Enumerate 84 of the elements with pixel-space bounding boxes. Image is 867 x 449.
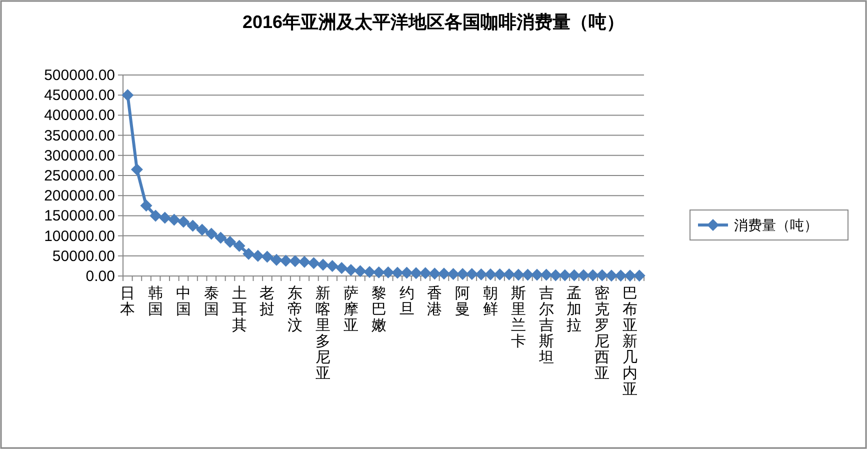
y-tick-label: 0.00	[86, 268, 115, 285]
point	[130, 163, 143, 176]
point	[438, 268, 450, 280]
point	[326, 260, 338, 272]
point	[233, 240, 246, 252]
point	[150, 210, 162, 222]
legend-label: 消费量（吨）	[734, 218, 818, 234]
point	[354, 265, 366, 278]
point	[568, 269, 580, 282]
point	[614, 270, 627, 282]
x-tick-label: 东帝汶	[288, 284, 303, 334]
point	[336, 262, 348, 274]
point	[261, 250, 274, 263]
y-tick-label: 400000.00	[44, 107, 115, 124]
x-tick-label: 土耳其	[232, 284, 247, 334]
point	[558, 269, 571, 282]
point	[158, 212, 171, 224]
x-tick-label: 老挝	[260, 284, 275, 318]
point	[633, 270, 646, 282]
point	[280, 254, 292, 267]
y-tick-label: 150000.00	[44, 208, 115, 225]
point	[214, 232, 227, 244]
point	[364, 266, 376, 278]
x-tick-label: 吉尔吉斯坦	[538, 284, 554, 366]
point	[205, 228, 218, 240]
point	[410, 267, 422, 280]
point	[224, 236, 236, 248]
point	[447, 268, 460, 280]
point	[242, 248, 255, 260]
chart-title: 2016年亚洲及太平洋地区各国咖啡消费量（吨）	[242, 12, 625, 32]
point	[270, 254, 283, 266]
point	[550, 269, 562, 282]
point	[512, 268, 524, 281]
y-tick-label: 50000.00	[52, 248, 115, 265]
point	[289, 255, 302, 268]
point	[624, 270, 636, 282]
x-tick-label: 孟加拉	[566, 284, 582, 334]
point	[540, 268, 552, 281]
point	[382, 266, 394, 278]
point	[578, 269, 590, 282]
point	[196, 224, 208, 236]
y-tick-label: 450000.00	[44, 87, 115, 104]
point	[252, 250, 264, 262]
y-tick-label: 500000.00	[44, 67, 115, 84]
point	[122, 89, 134, 102]
x-tick-label: 韩国	[148, 284, 164, 318]
point	[475, 268, 488, 280]
x-tick-label: 新喀里多尼亚	[316, 284, 331, 382]
point	[596, 269, 608, 282]
point	[400, 266, 413, 279]
x-tick-label: 阿曼	[455, 284, 470, 318]
x-tick-label: 香港	[427, 284, 442, 318]
point	[503, 268, 516, 280]
x-tick-label: 萨摩亚	[343, 284, 358, 334]
point	[494, 268, 506, 280]
y-tick-label: 100000.00	[44, 228, 115, 245]
x-tick-label: 黎巴嫩	[371, 284, 386, 334]
point	[177, 216, 190, 228]
y-tick-label: 200000.00	[44, 188, 115, 205]
point	[531, 268, 544, 281]
point	[168, 214, 180, 226]
x-tick-label: 约旦	[399, 284, 414, 318]
point	[586, 269, 599, 282]
point	[298, 256, 310, 268]
point	[344, 264, 357, 276]
y-tick-label: 300000.00	[44, 147, 115, 164]
point	[317, 258, 330, 271]
point	[428, 268, 441, 280]
point	[419, 267, 432, 280]
x-tick-label: 密克罗尼西亚	[594, 284, 610, 382]
x-tick-label: 日本	[120, 284, 136, 318]
point	[308, 257, 320, 270]
point	[522, 268, 534, 281]
point	[186, 220, 199, 232]
x-tick-label: 朝鲜	[482, 284, 498, 318]
y-tick-label: 350000.00	[44, 127, 115, 144]
point	[391, 266, 404, 279]
point	[140, 200, 152, 212]
point	[372, 266, 385, 278]
x-tick-label: 斯里兰卡	[510, 284, 526, 350]
y-tick-label: 250000.00	[44, 168, 115, 184]
x-tick-label: 巴布亚新几内亚	[622, 284, 638, 398]
x-tick-label: 泰国	[204, 284, 219, 318]
x-tick-label: 中国	[176, 284, 191, 318]
